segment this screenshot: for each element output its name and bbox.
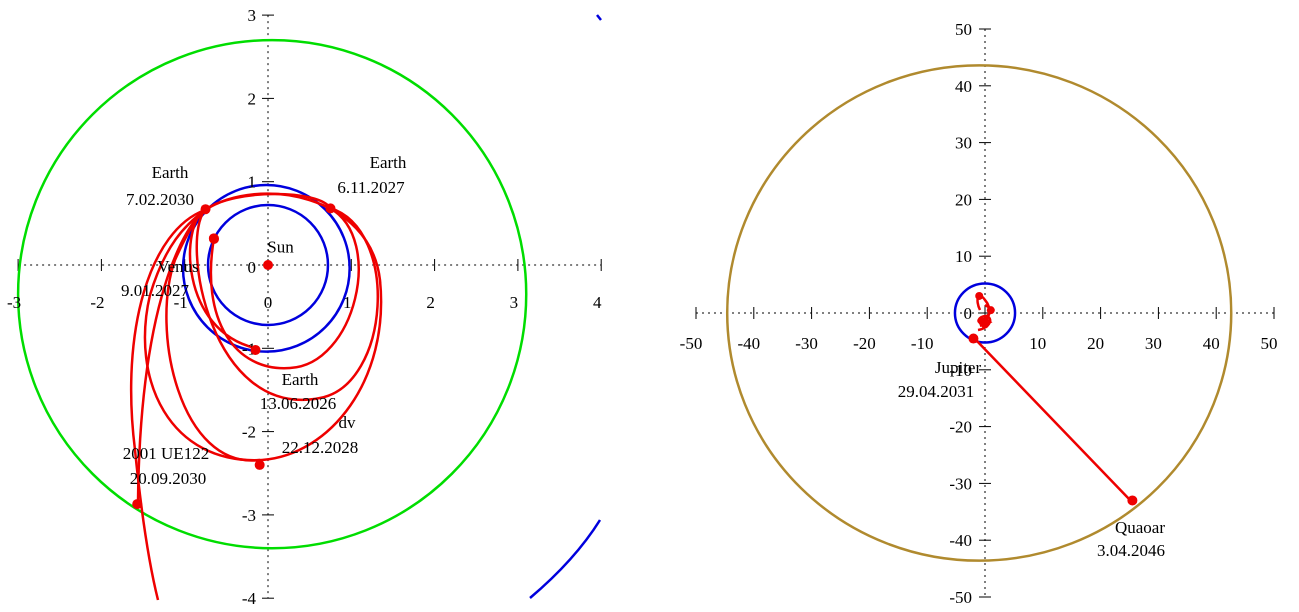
jupiter-orbit xyxy=(953,282,1017,344)
flyby-point xyxy=(978,317,987,326)
x-tick-label: 10 xyxy=(1029,334,1046,353)
quaoar-2046-point xyxy=(1127,495,1138,506)
jupiter-2031-label: Jupiter xyxy=(935,358,982,377)
y-tick-label: 0 xyxy=(248,258,257,277)
earth-2027-label: Earth xyxy=(370,153,407,172)
x-tick-label: 4 xyxy=(593,293,602,312)
y-tick-label: -4 xyxy=(242,589,257,608)
earth-2027-date: 6.11.2027 xyxy=(337,178,405,197)
earth-2026-date: 13.06.2026 xyxy=(260,394,337,413)
trajectory xyxy=(975,294,1131,501)
ue122-2030-label: 2001 UE122 xyxy=(123,444,209,463)
x-tick-label: 1 xyxy=(343,293,352,312)
y-tick-label: -2 xyxy=(242,423,256,442)
venus-2027-label: Venus xyxy=(157,257,199,276)
y-tick-label: -30 xyxy=(949,474,972,493)
dv-2028-point xyxy=(254,459,265,470)
x-tick-label: -2 xyxy=(90,293,104,312)
y-tick-label: 20 xyxy=(955,190,972,209)
y-tick-label: 40 xyxy=(955,77,972,96)
trajectory-transfer xyxy=(975,339,1131,501)
y-tick-label: 3 xyxy=(248,6,257,25)
x-tick-label: -40 xyxy=(737,334,760,353)
x-tick-label: 50 xyxy=(1261,334,1278,353)
jupiter-2031-date: 29.04.2031 xyxy=(898,382,975,401)
dv-2028-date: 22.12.2028 xyxy=(282,438,359,457)
trajectory-arc xyxy=(188,192,360,370)
y-tick-label: -20 xyxy=(949,418,972,437)
earth-2030-label: Earth xyxy=(152,163,189,182)
x-tick-label: -20 xyxy=(853,334,876,353)
2001-ue122-orbit xyxy=(16,38,528,550)
earth-2030-date: 7.02.2030 xyxy=(126,190,194,209)
earth-2030-point xyxy=(200,204,211,215)
trajectory-arc xyxy=(129,208,206,601)
event-points: Sun Earth 7.02.2030 Earth 6.11.2027 Venus 9.01… xyxy=(121,153,407,510)
x-tick-label: 30 xyxy=(1145,334,1162,353)
sun-label: Sun xyxy=(267,238,294,257)
x-tick-label: 2 xyxy=(426,293,435,312)
x-tick-label: -30 xyxy=(795,334,818,353)
x-tick-label: 0 xyxy=(264,293,273,312)
dv-2028-label: dv xyxy=(339,413,357,432)
venus-marker-point xyxy=(209,234,219,244)
x-tick-label: -3 xyxy=(7,293,21,312)
trajectory-arc xyxy=(136,209,206,503)
jupiter-2031-point xyxy=(968,333,979,344)
ue122-2030-date: 20.09.2030 xyxy=(130,469,207,488)
y-tick-label: 50 xyxy=(955,20,972,39)
orbits xyxy=(725,64,1233,562)
far-orbit-arc xyxy=(596,14,602,21)
outer-solar-system-chart: -50 -40 -30 -20 -10 10 20 30 40 50 -50 -40 -30 -20 -10… xyxy=(680,20,1278,607)
y-tick-label: 10 xyxy=(955,247,972,266)
trajectory xyxy=(129,192,383,601)
tick-labels: -50 -40 -30 -20 -10 10 20 30 40 50 -50 -40 -30 -20 -10… xyxy=(680,20,1278,607)
y-tick-label: -50 xyxy=(949,588,972,607)
axes xyxy=(695,28,1275,598)
quaoar-orbit xyxy=(725,64,1233,562)
ue122-2030-point xyxy=(132,499,143,510)
sun-point xyxy=(263,260,273,270)
flyby-point xyxy=(975,291,984,300)
y-tick-label: -10 xyxy=(949,361,972,380)
flyby-point xyxy=(986,306,995,315)
x-tick-label: 3 xyxy=(510,293,519,312)
x-tick-label: 40 xyxy=(1203,334,1220,353)
x-tick-label: -1 xyxy=(174,293,188,312)
earth-orbit xyxy=(181,183,351,353)
trajectory-arc xyxy=(143,192,383,462)
venus-orbit xyxy=(206,203,330,327)
y-tick-label: 0 xyxy=(964,304,973,323)
quaoar-2046-label: Quaoar xyxy=(1115,518,1165,537)
y-tick-label: -40 xyxy=(949,531,972,550)
earth-2026-label: Earth xyxy=(282,370,319,389)
y-tick-label: 1 xyxy=(248,173,257,192)
venus-2027-date: 9.01.2027 xyxy=(121,281,190,300)
event-points: Jupiter 29.04.2031 Quaoar 3.04.2046 xyxy=(898,291,1165,560)
y-tick-label: -3 xyxy=(242,506,256,525)
quaoar-2046-date: 3.04.2046 xyxy=(1097,541,1165,560)
x-tick-label: -50 xyxy=(680,334,703,353)
trajectory-arc xyxy=(195,206,379,402)
x-tick-label: 20 xyxy=(1087,334,1104,353)
far-orbit-arc xyxy=(529,519,602,599)
x-tick-label: -10 xyxy=(911,334,934,353)
orbits xyxy=(16,14,602,599)
y-tick-label: 30 xyxy=(955,134,972,153)
y-tick-label: 2 xyxy=(248,89,257,108)
earth-2026-point xyxy=(250,344,261,355)
earth-2027-point xyxy=(325,203,336,214)
